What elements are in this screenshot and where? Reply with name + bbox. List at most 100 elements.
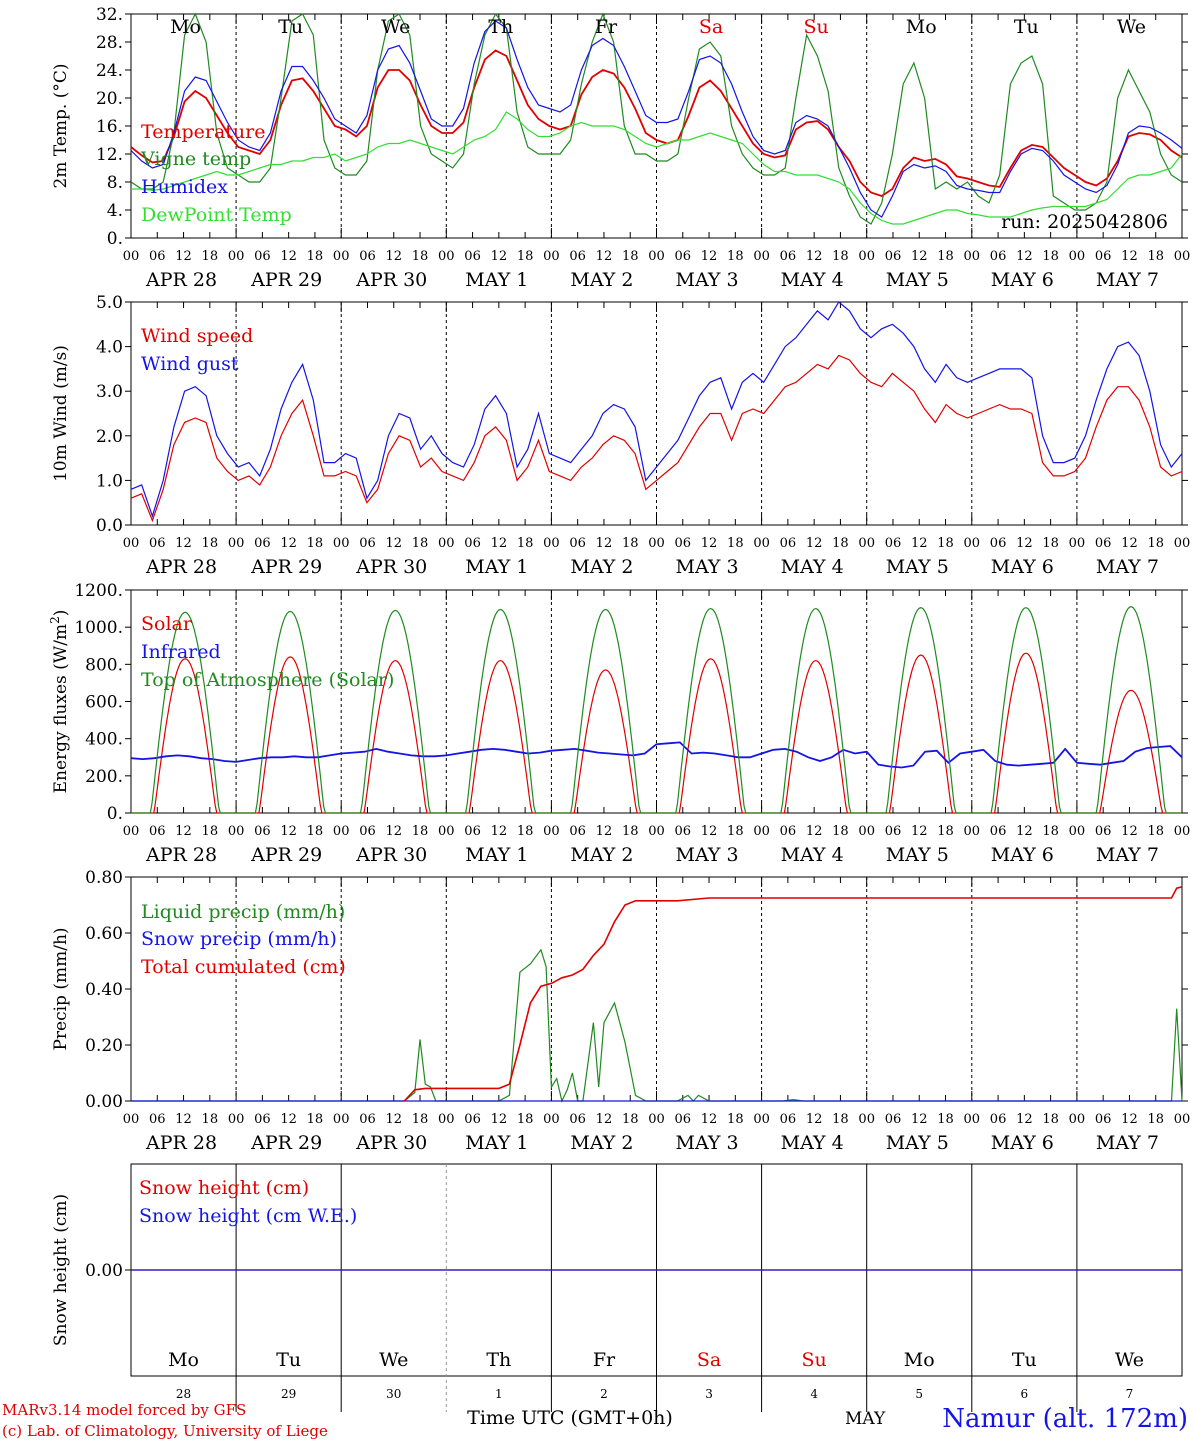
hour-tick-label: 06 — [1095, 1112, 1112, 1127]
hour-tick-label: 00 — [1174, 824, 1191, 839]
date-label: MAY 1 — [465, 844, 528, 866]
date-label: APR 30 — [355, 556, 427, 578]
y-tick-label: 800. — [85, 655, 123, 675]
hour-tick-label: 06 — [569, 824, 586, 839]
hour-tick-label: 06 — [569, 1112, 586, 1127]
hour-tick-label: 06 — [675, 1112, 692, 1127]
legend-item: Top of Atmosphere (Solar) — [141, 669, 394, 691]
legend-item: DewPoint Temp — [141, 204, 292, 226]
hour-tick-label: 00 — [123, 824, 140, 839]
hour-tick-label: 18 — [1147, 824, 1164, 839]
legend-item: Snow precip (mm/h) — [141, 928, 337, 950]
y-tick-label: 5.0 — [96, 293, 123, 313]
day-number-label: 7 — [1126, 1387, 1134, 1401]
hour-tick-label: 18 — [832, 536, 849, 551]
weekday-label: Tu — [276, 1349, 301, 1371]
hour-tick-label: 00 — [964, 824, 981, 839]
date-label: MAY 7 — [1096, 269, 1159, 291]
hour-tick-label: 06 — [990, 249, 1007, 264]
hour-tick-label: 06 — [464, 824, 481, 839]
hour-tick-label: 12 — [806, 536, 823, 551]
hour-tick-label: 00 — [543, 824, 560, 839]
hour-tick-label: 00 — [753, 536, 770, 551]
hour-tick-label: 12 — [1121, 1112, 1138, 1127]
hour-tick-label: 06 — [1095, 249, 1112, 264]
hour-tick-label: 18 — [937, 1112, 954, 1127]
hour-tick-label: 00 — [333, 824, 350, 839]
series-total-cumulated-cm — [403, 886, 1183, 1102]
hour-tick-label: 18 — [832, 1112, 849, 1127]
date-label: MAY 3 — [676, 844, 739, 866]
day-number-label: 3 — [705, 1387, 713, 1401]
legend-item: Infrared — [141, 641, 221, 663]
hour-tick-label: 18 — [517, 824, 534, 839]
hour-tick-label: 18 — [832, 249, 849, 264]
date-label: MAY 2 — [570, 269, 633, 291]
panel-2: 00 06 12 18 00 06 12 18 00 06 12 18 00 06 12 18 00 06 12 18… — [51, 293, 1190, 578]
date-label: MAY 4 — [781, 1132, 844, 1154]
hour-tick-label: 06 — [780, 1112, 797, 1127]
day-number-label: 1 — [495, 1387, 503, 1401]
hour-tick-label: 18 — [412, 249, 429, 264]
hour-tick-label: 12 — [175, 1112, 192, 1127]
date-label: MAY 2 — [570, 556, 633, 578]
hour-tick-label: 00 — [543, 1112, 560, 1127]
y-tick-label: 12. — [96, 145, 123, 165]
hour-tick-label: 18 — [517, 1112, 534, 1127]
hour-tick-label: 18 — [1042, 249, 1059, 264]
y-tick-label: 4. — [107, 201, 123, 221]
hour-tick-label: 06 — [675, 249, 692, 264]
hour-tick-label: 18 — [937, 536, 954, 551]
hour-tick-label: 00 — [1174, 1112, 1191, 1127]
weekday-label: Sa — [699, 16, 723, 38]
series-dewpoint-temp — [131, 111, 1183, 225]
hour-tick-label: 06 — [990, 824, 1007, 839]
date-label: APR 28 — [145, 269, 217, 291]
date-label: MAY 1 — [465, 556, 528, 578]
hour-tick-label: 18 — [1147, 1112, 1164, 1127]
y-tick-label: 0.20 — [85, 1036, 123, 1056]
series-humidex — [130, 20, 1183, 218]
y-axis-label: Precip (mm/h) — [51, 927, 71, 1050]
hour-tick-label: 06 — [885, 1112, 902, 1127]
y-tick-label: 0. — [107, 229, 123, 249]
legend-item: Solar — [141, 613, 193, 635]
hour-tick-label: 00 — [228, 249, 245, 264]
hour-tick-label: 06 — [885, 249, 902, 264]
weekday-label: Th — [488, 16, 513, 38]
date-label: MAY 7 — [1096, 556, 1159, 578]
date-label: MAY 5 — [886, 269, 949, 291]
hour-tick-label: 00 — [858, 536, 875, 551]
hour-tick-label: 18 — [1042, 536, 1059, 551]
panel-3: 00 06 12 18 00 06 12 18 00 06 12 18 00 06 12 18 00 06 12 18… — [48, 581, 1190, 866]
hour-tick-label: 18 — [1147, 249, 1164, 264]
date-label: MAY 7 — [1096, 844, 1159, 866]
hour-tick-label: 12 — [1121, 536, 1138, 551]
date-label: APR 28 — [145, 1132, 217, 1154]
hour-tick-label: 06 — [359, 536, 376, 551]
hour-tick-label: 12 — [491, 824, 508, 839]
hour-tick-label: 06 — [254, 249, 271, 264]
hour-tick-label: 18 — [307, 536, 324, 551]
hour-tick-label: 00 — [543, 536, 560, 551]
weekday-label: We — [1117, 16, 1146, 38]
legend-item: Humidex — [141, 176, 228, 198]
hour-tick-label: 18 — [307, 1112, 324, 1127]
hour-tick-label: 06 — [464, 249, 481, 264]
legend-item: Wind speed — [141, 325, 253, 347]
hour-tick-label: 18 — [727, 536, 744, 551]
date-label: APR 30 — [355, 269, 427, 291]
date-label: MAY 1 — [465, 1132, 528, 1154]
hour-tick-label: 12 — [175, 249, 192, 264]
y-tick-label: 0.0 — [96, 516, 123, 536]
hour-tick-label: 00 — [438, 249, 455, 264]
hour-tick-label: 00 — [753, 824, 770, 839]
hour-tick-label: 06 — [675, 824, 692, 839]
date-label: MAY 4 — [781, 269, 844, 291]
hour-tick-label: 18 — [202, 1112, 219, 1127]
legend-item: Temperature — [141, 121, 265, 143]
hour-tick-label: 18 — [832, 824, 849, 839]
y-tick-label: 28. — [96, 33, 123, 53]
legend-item: Snow height (cm W.E.) — [139, 1205, 357, 1227]
series-vigne-temp — [130, 12, 1183, 225]
